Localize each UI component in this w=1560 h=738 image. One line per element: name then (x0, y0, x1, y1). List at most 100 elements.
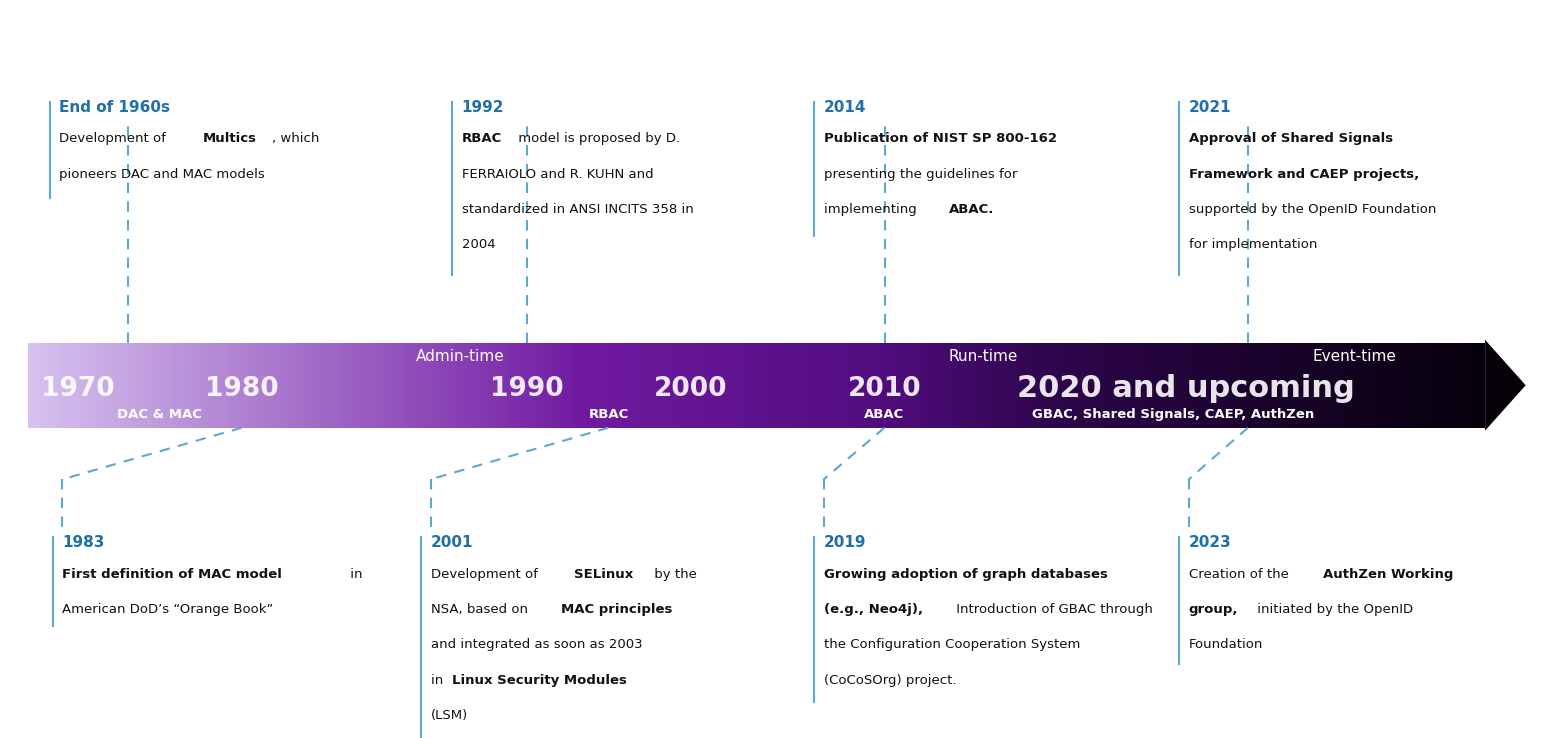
Polygon shape (58, 342, 59, 428)
Polygon shape (524, 342, 527, 428)
Polygon shape (1058, 342, 1059, 428)
Text: Creation of the: Creation of the (1189, 568, 1293, 581)
Polygon shape (1106, 342, 1108, 428)
Polygon shape (885, 342, 886, 428)
Polygon shape (259, 342, 262, 428)
Polygon shape (1359, 342, 1360, 428)
Polygon shape (616, 342, 619, 428)
Polygon shape (251, 342, 254, 428)
Polygon shape (1345, 342, 1346, 428)
Polygon shape (406, 342, 407, 428)
Polygon shape (407, 342, 410, 428)
Polygon shape (906, 342, 908, 428)
Polygon shape (549, 342, 551, 428)
Polygon shape (1354, 342, 1356, 428)
Polygon shape (108, 342, 111, 428)
Polygon shape (1198, 342, 1201, 428)
Polygon shape (45, 342, 47, 428)
Polygon shape (1137, 342, 1140, 428)
Text: Event-time: Event-time (1312, 348, 1396, 364)
Polygon shape (516, 342, 519, 428)
Polygon shape (363, 342, 367, 428)
Polygon shape (268, 342, 271, 428)
Polygon shape (315, 342, 318, 428)
Text: for implementation: for implementation (1189, 238, 1317, 251)
Polygon shape (1133, 342, 1134, 428)
Polygon shape (1368, 342, 1371, 428)
Polygon shape (1251, 342, 1254, 428)
Polygon shape (211, 342, 214, 428)
Polygon shape (1051, 342, 1055, 428)
Polygon shape (789, 342, 792, 428)
Polygon shape (1184, 342, 1186, 428)
Text: ABAC: ABAC (864, 408, 905, 421)
Polygon shape (119, 342, 120, 428)
Text: NSA, based on: NSA, based on (431, 603, 532, 616)
Polygon shape (1242, 342, 1245, 428)
Polygon shape (880, 342, 881, 428)
Polygon shape (1298, 342, 1299, 428)
Polygon shape (1206, 342, 1207, 428)
Polygon shape (395, 342, 398, 428)
Polygon shape (324, 342, 328, 428)
Polygon shape (764, 342, 768, 428)
Text: RBAC: RBAC (588, 408, 629, 421)
Text: 2014: 2014 (824, 100, 866, 114)
Polygon shape (1098, 342, 1101, 428)
Polygon shape (215, 342, 218, 428)
Polygon shape (593, 342, 594, 428)
Polygon shape (991, 342, 994, 428)
Polygon shape (1129, 342, 1133, 428)
Polygon shape (298, 342, 301, 428)
Polygon shape (485, 342, 488, 428)
Polygon shape (1108, 342, 1111, 428)
Polygon shape (1338, 342, 1342, 428)
Text: Approval of Shared Signals: Approval of Shared Signals (1189, 132, 1393, 145)
Polygon shape (1059, 342, 1062, 428)
Polygon shape (1485, 339, 1526, 430)
Polygon shape (969, 342, 972, 428)
Polygon shape (1421, 342, 1424, 428)
Polygon shape (55, 342, 58, 428)
Polygon shape (94, 342, 97, 428)
Polygon shape (527, 342, 529, 428)
Polygon shape (267, 342, 268, 428)
Polygon shape (510, 342, 512, 428)
Polygon shape (810, 342, 811, 428)
Polygon shape (1154, 342, 1156, 428)
Polygon shape (924, 342, 925, 428)
Polygon shape (746, 342, 749, 428)
Polygon shape (1150, 342, 1151, 428)
Polygon shape (641, 342, 643, 428)
Polygon shape (1028, 342, 1030, 428)
Polygon shape (930, 342, 933, 428)
Polygon shape (412, 342, 415, 428)
Polygon shape (420, 342, 423, 428)
Polygon shape (89, 342, 92, 428)
Polygon shape (580, 342, 583, 428)
Polygon shape (860, 342, 863, 428)
Polygon shape (799, 342, 802, 428)
Polygon shape (1142, 342, 1145, 428)
Polygon shape (246, 342, 250, 428)
Polygon shape (936, 342, 938, 428)
Polygon shape (1145, 342, 1147, 428)
Polygon shape (777, 342, 780, 428)
Polygon shape (218, 342, 220, 428)
Text: 2000: 2000 (654, 376, 729, 402)
Polygon shape (1151, 342, 1154, 428)
Polygon shape (225, 342, 228, 428)
Polygon shape (236, 342, 237, 428)
Polygon shape (668, 342, 671, 428)
Polygon shape (711, 342, 714, 428)
Polygon shape (505, 342, 507, 428)
Polygon shape (760, 342, 763, 428)
Polygon shape (1246, 342, 1250, 428)
Polygon shape (417, 342, 420, 428)
Text: Admin-time: Admin-time (417, 348, 504, 364)
Polygon shape (672, 342, 675, 428)
Polygon shape (1367, 342, 1368, 428)
Text: pioneers DAC and MAC models: pioneers DAC and MAC models (59, 168, 265, 181)
Polygon shape (953, 342, 955, 428)
Polygon shape (1463, 342, 1466, 428)
